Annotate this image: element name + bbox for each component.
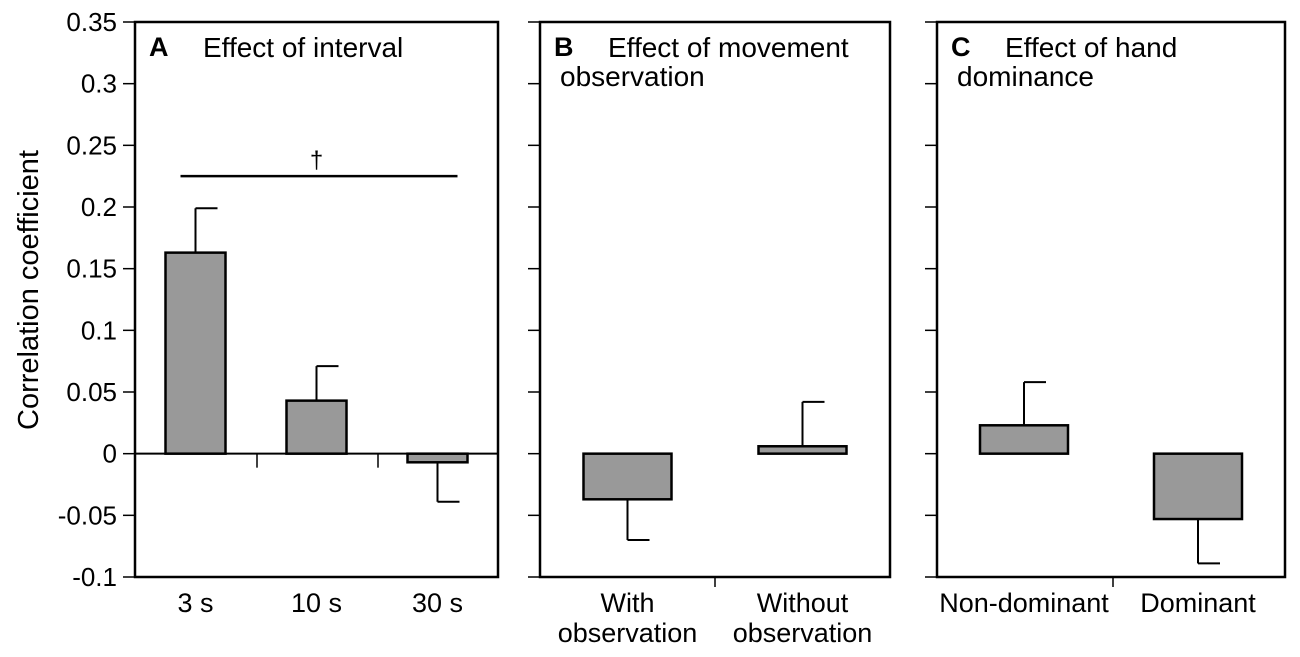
- plot-frame-B: [538, 20, 892, 579]
- panel-title: Effect of interval: [203, 32, 403, 63]
- category-label-line: observation: [733, 618, 873, 648]
- y-tick-label: 0.3: [81, 69, 117, 99]
- bar-C-1: [1152, 452, 1244, 521]
- y-tick-label: 0.35: [66, 7, 117, 37]
- category-label-line: observation: [558, 618, 698, 648]
- panel-title-line: Effect of hand: [1005, 32, 1177, 63]
- significance-mark: †: [310, 147, 323, 174]
- category-label-line: 30 s: [412, 588, 463, 618]
- bar-A-1: [285, 399, 348, 455]
- panel-title: Effect of hand dominance: [957, 32, 1177, 92]
- y-tick-label: -0.1: [72, 562, 117, 592]
- y-tick-label: -0.05: [58, 500, 117, 530]
- bar-A-2: [406, 452, 469, 464]
- category-label-B-0: With observation: [558, 588, 698, 648]
- y-tick-label: 0.2: [81, 192, 117, 222]
- panel-letter: B: [554, 32, 574, 62]
- category-label-line: 3 s: [177, 588, 213, 618]
- category-label-line: Non-dominant: [939, 588, 1109, 618]
- category-label-A-2: 30 s: [412, 588, 463, 618]
- panel-title-line: Effect of movement: [608, 32, 849, 63]
- category-label-line: Without: [757, 588, 849, 618]
- y-tick-label: 0: [103, 439, 117, 469]
- y-tick-label: 0.1: [81, 315, 117, 345]
- category-label-line: 10 s: [291, 588, 342, 618]
- category-label-line: With: [601, 588, 655, 618]
- y-tick-label: 0.15: [66, 254, 117, 284]
- category-label-A-0: 3 s: [177, 588, 213, 618]
- panel-title-line: observation: [560, 61, 705, 92]
- y-tick-label: 0.05: [66, 377, 117, 407]
- y-axis-title-group: Correlation coefficient: [13, 150, 45, 430]
- y-tick-label: 0.25: [66, 130, 117, 160]
- bar-B-0: [582, 452, 673, 501]
- panel-a-interval: -0.1 -0.05 0 0.05 0.1 0.15 0.2 0.25 0.3 0.35 3 s 10…: [58, 7, 500, 618]
- category-label-C-0: Non-dominant: [939, 588, 1109, 618]
- panel-title: Effect of movement observation: [560, 32, 849, 92]
- category-label-line: Dominant: [1140, 588, 1256, 618]
- category-label-C-1: Dominant: [1140, 588, 1256, 618]
- category-label-A-1: 10 s: [291, 588, 342, 618]
- bar-B-1: [757, 445, 848, 455]
- plot-frame-A: [133, 20, 500, 579]
- bar-A-0: [164, 251, 227, 455]
- plot-frame-C: [935, 20, 1287, 579]
- y-axis-title: Correlation coefficient: [13, 150, 45, 430]
- bar-C-0: [978, 424, 1070, 455]
- panel-title-line: dominance: [957, 61, 1094, 92]
- panel-title-line: Effect of interval: [203, 32, 403, 63]
- panel-letter: C: [951, 32, 971, 62]
- panel-letter: A: [149, 32, 169, 62]
- category-label-B-1: Without observation: [733, 588, 873, 648]
